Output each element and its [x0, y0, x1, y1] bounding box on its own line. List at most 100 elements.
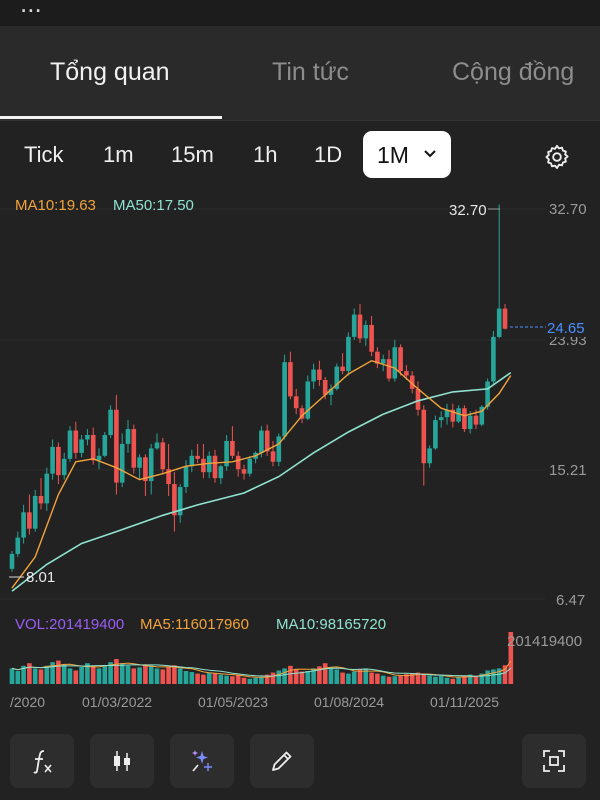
candle-body — [282, 362, 287, 437]
candle-body — [195, 455, 200, 459]
volume-bar — [235, 675, 241, 684]
candle-body — [189, 455, 195, 467]
candle — [346, 332, 351, 376]
candle-body — [293, 396, 299, 409]
candle — [102, 432, 108, 458]
candle-body — [224, 440, 229, 467]
candle-body — [311, 369, 316, 382]
candle — [409, 371, 415, 394]
candle — [288, 351, 293, 400]
volume-bar — [334, 669, 340, 684]
fullscreen-capture-button[interactable] — [522, 734, 586, 788]
candle — [438, 411, 444, 428]
price-chart[interactable]: MA10:19.63 MA50:17.50 32.70 23.93 15.21 … — [0, 190, 600, 720]
volume-bar — [386, 676, 392, 684]
volume-bar — [433, 676, 438, 684]
volume-bar — [73, 670, 79, 684]
candle-body — [438, 417, 444, 421]
volume-bar — [398, 675, 403, 684]
candle-body — [154, 442, 160, 449]
volume-bar — [218, 674, 224, 684]
candle-body — [473, 415, 479, 425]
volume-bar — [160, 669, 166, 684]
candle — [21, 504, 26, 544]
header-bar: ... — [0, 0, 600, 26]
volume-bar — [114, 659, 119, 684]
candle-body — [143, 457, 148, 482]
candle — [357, 304, 363, 343]
candle-body — [61, 458, 67, 476]
candle-body — [125, 429, 131, 444]
volume-bar — [15, 671, 21, 684]
volume-bar — [508, 632, 514, 684]
volume-bar — [172, 665, 177, 684]
settings-gear-icon[interactable] — [543, 143, 571, 171]
magic-sparkle-icon — [192, 750, 212, 772]
candle-body — [346, 336, 351, 372]
volume-bar — [369, 672, 374, 684]
ai-magic-button[interactable] — [170, 734, 234, 788]
price-axis-tick: 15.21 — [549, 462, 587, 479]
volume-bar — [363, 668, 369, 684]
candle — [195, 443, 200, 464]
candle — [282, 354, 287, 440]
volume-bar — [143, 664, 148, 684]
tab-community[interactable]: Cộng đồng — [452, 58, 575, 86]
candle-body — [328, 388, 334, 395]
candle — [96, 448, 102, 470]
volume-bar — [102, 665, 108, 684]
volume-bar — [148, 665, 154, 684]
volume-bar — [479, 673, 485, 684]
candle — [404, 365, 409, 380]
volume-bar — [502, 665, 508, 684]
candle — [380, 354, 386, 372]
timeframe-15m[interactable]: 15m — [171, 142, 214, 167]
volume-bar — [351, 671, 357, 684]
volume-bar — [421, 674, 427, 684]
candle-body — [44, 473, 50, 504]
candle-body — [276, 436, 282, 462]
candle — [328, 384, 334, 406]
candlesticks — [9, 204, 508, 572]
candle-body — [131, 429, 137, 468]
volume-bar — [131, 668, 137, 684]
timeframe-1M-dropdown[interactable]: 1M — [363, 131, 451, 178]
candle-body — [102, 435, 108, 456]
volume-bar — [444, 677, 450, 684]
date-axis-tick: 01/11/2025 — [430, 694, 499, 710]
volume-bar — [357, 669, 363, 684]
candle — [131, 424, 137, 474]
timeframe-tick[interactable]: Tick — [24, 142, 64, 167]
candle-body — [108, 409, 113, 436]
candle — [398, 344, 403, 376]
tab-overview[interactable]: Tổng quan — [50, 58, 170, 86]
volume-bar — [380, 675, 386, 684]
candle — [496, 204, 502, 339]
candle — [183, 460, 189, 493]
timeframe-1m[interactable]: 1m — [103, 142, 134, 167]
volume-bar — [189, 672, 195, 684]
indicator-function-button[interactable] — [10, 734, 74, 788]
volume-bar — [56, 660, 61, 684]
volume-bar — [79, 666, 84, 684]
drawing-tool-button[interactable] — [250, 734, 314, 788]
low-price-label: 8.01 — [26, 569, 55, 586]
candle-body — [444, 409, 450, 418]
tab-news[interactable]: Tin tức — [272, 58, 349, 86]
volume-bar — [264, 674, 270, 684]
volume-bar — [253, 677, 258, 684]
candle-body — [380, 359, 386, 364]
candle-body — [288, 362, 293, 397]
volume-bar — [183, 671, 189, 684]
timeframe-1h[interactable]: 1h — [253, 142, 278, 167]
candle — [311, 363, 316, 389]
candle — [369, 316, 374, 357]
timeframe-1d[interactable]: 1D — [314, 142, 343, 167]
chart-type-button[interactable] — [90, 734, 154, 788]
candle — [125, 420, 131, 453]
candle-body — [15, 537, 21, 554]
volume-ma5-label: MA5:116017960 — [140, 616, 249, 633]
volume-bar — [496, 668, 502, 684]
candle — [79, 435, 84, 458]
candle — [143, 454, 148, 496]
